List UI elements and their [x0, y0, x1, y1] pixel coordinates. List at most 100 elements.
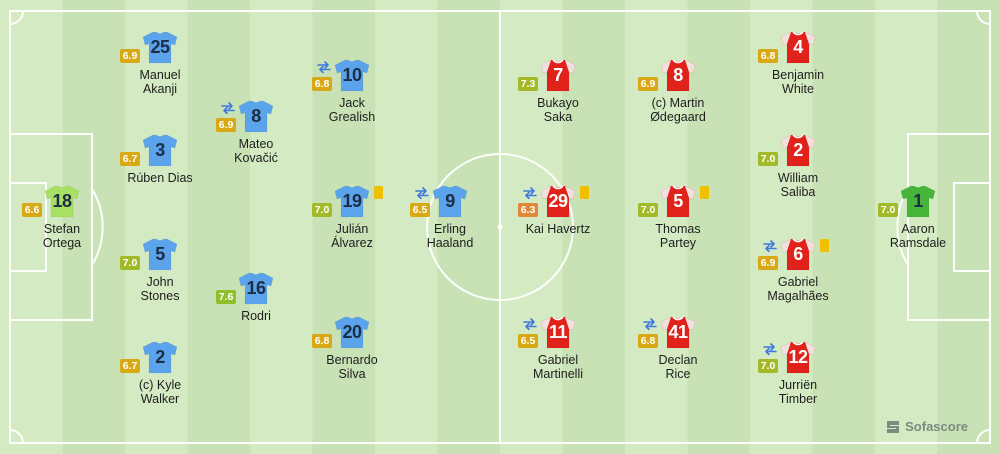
player-name: Julián Álvarez [331, 222, 373, 250]
player-rating: 6.7 [120, 152, 140, 166]
player-name-line: Ortega [42, 236, 82, 250]
shirt-number: 6 [793, 244, 803, 264]
player-haaland[interactable]: 9 6.5 Erling Haaland [395, 185, 505, 250]
player-white[interactable]: 4 6.8 Benjamin White [743, 31, 853, 96]
shirt-icon [334, 185, 370, 218]
shirt: 9 6.5 [410, 185, 468, 218]
player-name-line: Magalhães [767, 289, 829, 303]
shirt-number: 16 [246, 278, 266, 298]
shirt: 8 6.9 [638, 59, 696, 92]
player-kovacic[interactable]: 8 6.9 Mateo Kovačić [201, 100, 311, 165]
player-rating: 7.0 [120, 256, 140, 270]
player-rice[interactable]: 41 6.8 Declan Rice [623, 316, 733, 381]
shirt-icon [900, 185, 936, 218]
player-name-line: Álvarez [331, 236, 373, 250]
player-name-line: William [777, 171, 819, 185]
player-saliba[interactable]: 2 7.0 William Saliba [743, 134, 853, 199]
shirt-number: 19 [342, 191, 362, 211]
player-ramsdale[interactable]: 1 7.0 Aaron Ramsdale [863, 185, 973, 250]
player-akanji[interactable]: 25 6.9 Manuel Akanji [105, 31, 215, 96]
player-name-line: Mateo [238, 137, 274, 151]
player-name-line: Rice [665, 367, 691, 381]
shirt: 10 6.8 [312, 59, 370, 92]
shirt-icon [540, 316, 576, 349]
player-name: Manuel Akanji [140, 68, 181, 96]
player-name: Jurriën Timber [779, 378, 817, 406]
yellow-card-icon [820, 239, 829, 252]
shirt: 11 6.5 [518, 316, 576, 349]
player-saka[interactable]: 7 7.3 Bukayo Saka [503, 59, 613, 124]
player-rating: 7.3 [518, 77, 538, 91]
shirt-icon [432, 185, 468, 218]
player-rating: 7.0 [638, 203, 658, 217]
player-havertz[interactable]: 29 6.3 Kai Havertz [503, 185, 613, 236]
sofascore-brand: Sofascore [885, 419, 968, 434]
player-name-line: John [146, 275, 174, 289]
player-martinelli[interactable]: 11 6.5 Gabriel Martinelli [503, 316, 613, 381]
player-walker[interactable]: 2 6.7 (c) Kyle Walker [105, 341, 215, 406]
player-name: (c) Martin Ødegaard [650, 96, 706, 124]
shirt-icon [660, 316, 696, 349]
player-grealish[interactable]: 10 6.8 Jack Grealish [297, 59, 407, 124]
shirt: 20 6.8 [312, 316, 370, 349]
player-name-line: Partey [659, 236, 697, 250]
player-alvarez[interactable]: 19 7.0 Julián Álvarez [297, 185, 407, 250]
player-name: Rúben Dias [127, 171, 192, 185]
shirt-number: 2 [793, 140, 803, 160]
substitution-icon [221, 102, 235, 114]
player-name: (c) Kyle Walker [139, 378, 181, 406]
player-dias[interactable]: 3 6.7 Rúben Dias [105, 134, 215, 185]
shirt: 1 7.0 [878, 185, 936, 218]
player-ortega[interactable]: 18 6.6 Stefan Ortega [7, 185, 117, 250]
shirt-number: 2 [155, 347, 165, 367]
shirt-number: 8 [673, 65, 683, 85]
player-name-line: Gabriel [777, 275, 819, 289]
player-rating: 6.8 [312, 77, 332, 91]
player-gabriel[interactable]: 6 6.9 Gabriel Magalhães [743, 238, 853, 303]
player-name-line: Martinelli [532, 367, 583, 381]
player-name-line: Kovačić [234, 151, 278, 165]
player-name-line: Walker [140, 392, 180, 406]
shirt-number: 1 [913, 191, 923, 211]
shirt-icon [540, 185, 576, 218]
player-silva[interactable]: 20 6.8 Bernardo Silva [297, 316, 407, 381]
player-rating: 6.5 [410, 203, 430, 217]
player-name-line: Jack [339, 96, 365, 110]
shirt-number: 5 [673, 191, 683, 211]
shirt: 29 6.3 [518, 185, 589, 218]
player-rating: 7.0 [312, 203, 332, 217]
shirt-number: 25 [150, 37, 170, 57]
player-odegaard[interactable]: 8 6.9 (c) Martin Ødegaard [623, 59, 733, 124]
player-name-line: White [782, 82, 814, 96]
shirt-icon [238, 272, 274, 305]
player-name-line: Julián [335, 222, 369, 236]
player-name-line: Timber [778, 392, 818, 406]
player-rating: 6.9 [638, 77, 658, 91]
shirt-number: 7 [553, 65, 563, 85]
player-name-line: Rodri [241, 309, 271, 323]
substitution-icon [763, 240, 777, 252]
player-stones[interactable]: 5 7.0 John Stones [105, 238, 215, 303]
player-timber[interactable]: 12 7.0 Jurriën Timber [743, 341, 853, 406]
shirt-icon [780, 31, 816, 64]
player-rating: 6.9 [216, 118, 236, 132]
player-name-line: Kai Havertz [525, 222, 591, 236]
player-name: Aaron Ramsdale [890, 222, 946, 250]
player-rodri[interactable]: 16 7.6 Rodri [201, 272, 311, 323]
player-rating: 6.8 [638, 334, 658, 348]
shirt: 41 6.8 [638, 316, 696, 349]
shirt: 2 6.7 [120, 341, 178, 374]
shirt-icon [334, 316, 370, 349]
player-name-line: Jurriën [778, 378, 818, 392]
yellow-card-icon [374, 186, 383, 199]
player-name-line: Stefan [43, 222, 81, 236]
shirt-icon [142, 341, 178, 374]
shirt-icon [780, 238, 816, 271]
shirt: 5 7.0 [120, 238, 178, 271]
player-name: William Saliba [778, 171, 818, 199]
player-name-line: Grealish [328, 110, 376, 124]
player-partey[interactable]: 5 7.0 Thomas Partey [623, 185, 733, 250]
yellow-card-icon [580, 186, 589, 199]
shirt-icon [142, 31, 178, 64]
